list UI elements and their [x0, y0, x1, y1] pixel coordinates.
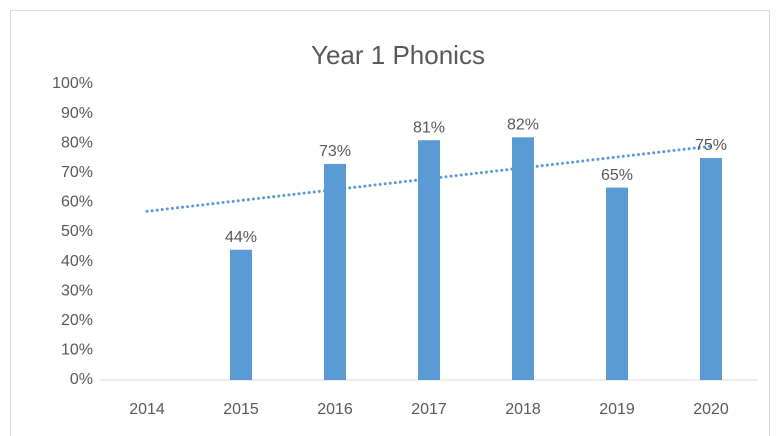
data-label: 81% [413, 119, 445, 136]
x-tick-label: 2017 [411, 401, 447, 418]
data-label: 75% [695, 137, 727, 154]
x-tick-label: 2015 [223, 401, 259, 418]
y-tick-label: 50% [61, 223, 93, 240]
bar [700, 158, 722, 380]
x-tick-label: 2019 [599, 401, 635, 418]
y-tick-label: 70% [61, 164, 93, 181]
x-tick-label: 2016 [317, 401, 353, 418]
bar [418, 140, 440, 380]
trendline [145, 144, 713, 213]
x-tick-label: 2018 [505, 401, 541, 418]
bar [324, 163, 346, 380]
y-tick-label: 90% [61, 105, 93, 122]
y-tick-label: 40% [61, 253, 93, 270]
chart-title: Year 1 Phonics [311, 40, 485, 70]
y-tick-label: 100% [52, 75, 93, 92]
y-tick-label: 60% [61, 194, 93, 211]
y-tick-label: 20% [61, 312, 93, 329]
data-label: 44% [225, 229, 257, 246]
x-tick-label: 2020 [693, 401, 729, 418]
bar [512, 137, 534, 380]
bar [230, 249, 252, 380]
chart-border [10, 10, 770, 436]
y-tick-label: 30% [61, 282, 93, 299]
bar [606, 187, 628, 380]
data-label: 65% [601, 167, 633, 184]
data-label: 82% [507, 116, 539, 133]
data-label: 73% [319, 143, 351, 160]
y-tick-label: 80% [61, 134, 93, 151]
x-tick-label: 2014 [129, 401, 165, 418]
y-tick-label: 10% [61, 342, 93, 359]
y-tick-label: 0% [70, 371, 93, 388]
